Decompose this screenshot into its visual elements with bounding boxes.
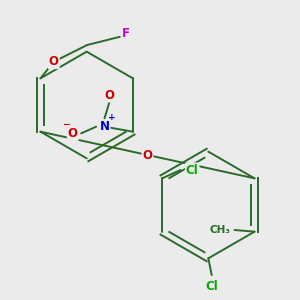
Text: O: O [49,55,59,68]
Text: CH₃: CH₃ [209,225,230,235]
Text: F: F [122,27,130,40]
Text: Cl: Cl [205,280,218,293]
Text: O: O [104,88,115,101]
Text: O: O [68,127,78,140]
Text: Cl: Cl [186,164,199,176]
Text: −: − [62,120,70,129]
Text: +: + [108,113,116,122]
Text: N: N [100,120,110,133]
Text: O: O [142,148,152,161]
